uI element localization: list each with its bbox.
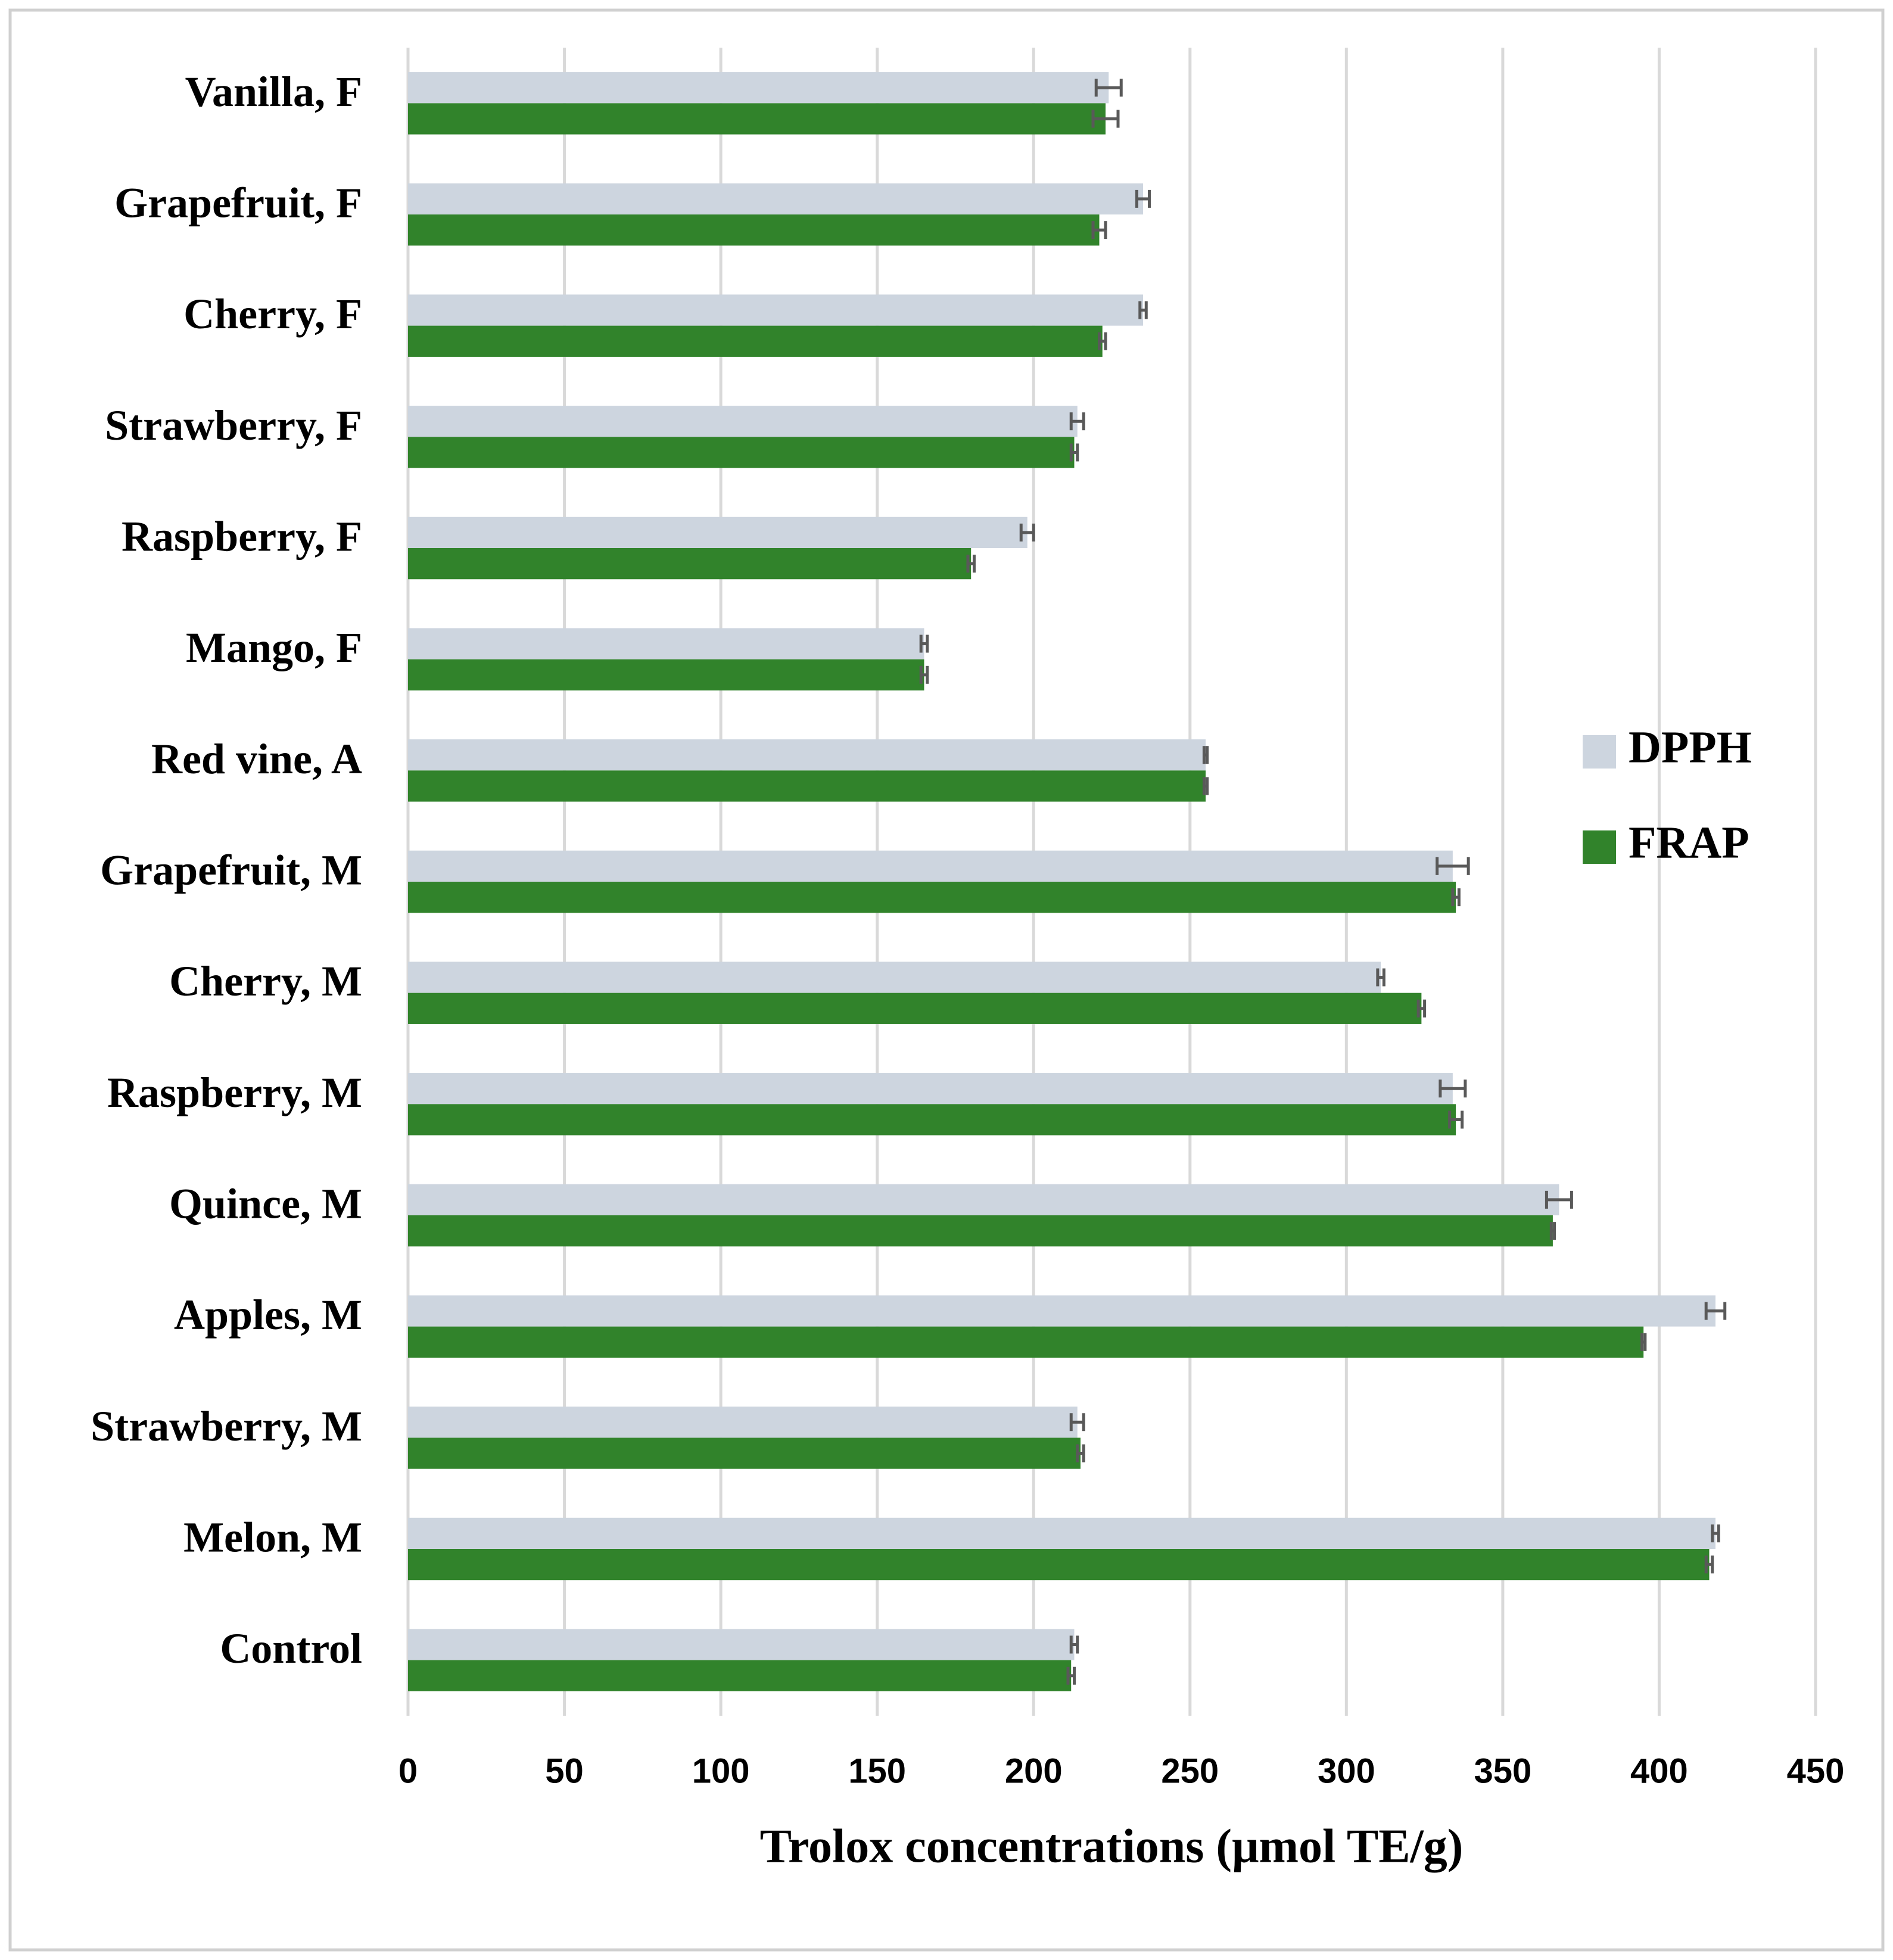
error-bar: [1549, 1222, 1556, 1240]
bar: [408, 1407, 1078, 1438]
y-tick-label: Raspberry, F: [122, 513, 362, 561]
y-tick-label: Strawberry, F: [105, 402, 362, 449]
error-bar: [1066, 1666, 1076, 1685]
error-bar: [966, 555, 976, 573]
error-bar: [919, 634, 929, 653]
bar: [408, 406, 1078, 437]
error-bar: [1069, 412, 1085, 431]
y-tick-label: Melon, M: [183, 1514, 362, 1561]
error-bar: [1439, 1079, 1467, 1098]
error-bar: [1640, 1333, 1647, 1351]
y-tick-label: Quince, M: [169, 1180, 362, 1228]
bar: [408, 1660, 1072, 1691]
x-tick-label: 200: [1005, 1751, 1063, 1790]
bar: [408, 1629, 1075, 1660]
y-tick-label: Cherry, F: [183, 290, 362, 338]
y-tick-label: Cherry, M: [169, 957, 362, 1005]
bar: [408, 437, 1075, 468]
bar: [408, 1438, 1081, 1469]
error-bar: [1202, 777, 1209, 795]
error-bar: [1069, 1413, 1085, 1432]
y-tick-label: Vanilla, F: [185, 68, 362, 116]
bar: [408, 1295, 1715, 1327]
error-bar: [1704, 1302, 1727, 1320]
y-tick-label: Grapefruit, F: [114, 179, 362, 227]
x-tick-label: 0: [398, 1751, 418, 1790]
x-tick-label: 400: [1630, 1751, 1688, 1790]
bar: [408, 659, 924, 690]
error-bar: [1076, 1444, 1085, 1463]
error-bar: [1448, 1110, 1464, 1129]
bar: [408, 294, 1144, 326]
x-tick-label: 450: [1787, 1751, 1845, 1790]
bar: [408, 548, 972, 580]
error-bar: [1436, 857, 1470, 875]
error-bar: [1097, 332, 1107, 350]
bar: [408, 993, 1422, 1024]
error-bar: [1138, 301, 1148, 319]
bar: [408, 103, 1106, 135]
y-tick-label: Control: [220, 1625, 362, 1672]
bar: [408, 628, 924, 659]
error-bar: [1019, 523, 1035, 542]
bar: [408, 850, 1453, 882]
y-tick-label: Grapefruit, M: [100, 847, 362, 894]
error-bar: [1451, 888, 1461, 907]
error-bar: [1711, 1524, 1720, 1542]
bar: [408, 1326, 1644, 1358]
error-bar: [1704, 1555, 1714, 1574]
error-bar: [1091, 110, 1120, 128]
bar: [408, 739, 1206, 771]
x-tick-label: 100: [692, 1751, 750, 1790]
bar: [408, 183, 1144, 214]
x-tick-label: 250: [1161, 1751, 1219, 1790]
bar: [408, 1184, 1559, 1215]
bar: [408, 962, 1381, 993]
y-tick-label: Raspberry, M: [107, 1069, 362, 1116]
legend-label: FRAP: [1629, 817, 1749, 867]
legend-swatch: [1583, 735, 1616, 769]
bar: [408, 770, 1206, 802]
error-bar: [1376, 968, 1385, 987]
legend-swatch: [1583, 830, 1616, 864]
bar: [408, 1215, 1553, 1247]
x-tick-label: 150: [848, 1751, 906, 1790]
error-bar: [1091, 221, 1107, 239]
bar: [408, 325, 1103, 357]
x-tick-label: 50: [545, 1751, 584, 1790]
bar: [408, 214, 1100, 246]
error-bar: [1545, 1190, 1573, 1209]
x-tick-label: 300: [1318, 1751, 1375, 1790]
error-bar: [919, 665, 929, 684]
bar: [408, 72, 1109, 104]
legend-label: DPPH: [1629, 722, 1752, 772]
bar: [408, 1517, 1715, 1549]
error-bar: [1069, 1635, 1079, 1654]
y-tick-label: Mango, F: [186, 624, 362, 671]
error-bar: [1094, 79, 1123, 97]
y-tick-label: Strawberry, M: [91, 1402, 362, 1450]
y-tick-label: Apples, M: [174, 1291, 362, 1339]
bar: [408, 1549, 1710, 1581]
y-tick-label: Red vine, A: [151, 735, 362, 783]
bar: [408, 1073, 1453, 1105]
bar: [408, 882, 1456, 913]
error-bar: [1416, 999, 1427, 1018]
x-axis-title: Trolox concentrations (μmol TE/g): [760, 1820, 1464, 1872]
x-tick-label: 350: [1474, 1751, 1531, 1790]
bar: [408, 517, 1028, 548]
error-bar: [1202, 746, 1209, 764]
error-bar: [1069, 443, 1079, 462]
error-bar: [1135, 189, 1151, 208]
bar: [408, 1104, 1456, 1135]
